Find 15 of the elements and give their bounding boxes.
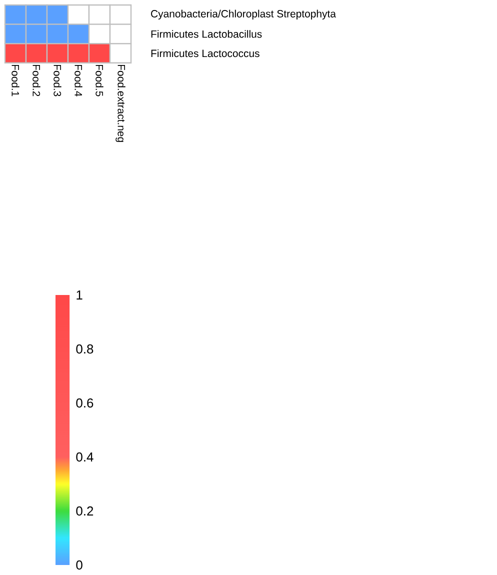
x-tick-label: Food.3 [54,64,62,96]
color-bar-label: 0.4 [76,452,94,462]
color-bar-label: 1 [76,290,82,300]
x-tick-label: Food.1 [12,64,20,96]
x-tick-label: Food.4 [74,64,82,96]
x-tick-label: Food.extract.neg [116,64,126,142]
x-tick-label: Food.5 [96,64,104,96]
y-tick-label: Firmicutes Lactococcus [151,49,260,58]
x-tick-label: Food.2 [32,64,40,96]
color-bar-label: 0.6 [76,398,94,408]
y-tick-label: Cyanobacteria/Chloroplast Streptophyta [151,10,336,20]
color-bar-label: 0 [76,560,82,570]
color-bar-label: 0.8 [76,344,94,354]
color-bar-label: 0.2 [76,506,94,516]
y-tick-label: Firmicutes Lactobacillus [151,30,262,38]
